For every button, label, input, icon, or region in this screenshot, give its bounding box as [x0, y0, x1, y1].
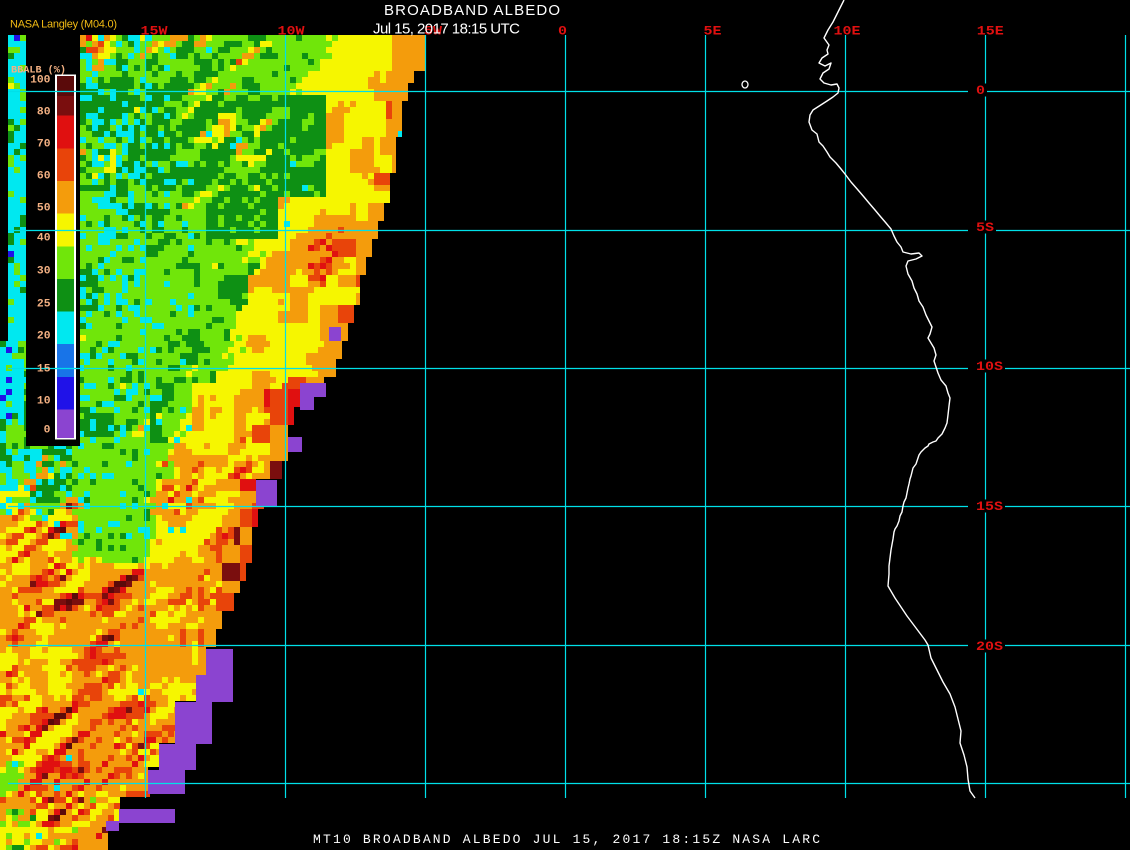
svg-text:20S: 20S [976, 639, 1003, 654]
svg-text:BBALB (%): BBALB (%) [11, 65, 66, 77]
svg-text:20: 20 [37, 331, 51, 343]
svg-text:5W: 5W [424, 24, 442, 39]
svg-text:30: 30 [37, 266, 51, 278]
svg-text:15E: 15E [977, 24, 1004, 39]
svg-text:10W: 10W [278, 24, 305, 39]
svg-text:80: 80 [37, 107, 51, 119]
svg-text:Jul 15, 2017 18:15 UTC: Jul 15, 2017 18:15 UTC [373, 21, 520, 38]
svg-text:15: 15 [37, 363, 51, 375]
svg-text:NASA Langley (M04.0): NASA Langley (M04.0) [10, 19, 117, 31]
svg-text:5E: 5E [704, 24, 722, 39]
svg-text:15W: 15W [141, 24, 168, 39]
svg-text:40: 40 [37, 233, 51, 245]
svg-text:0: 0 [558, 24, 567, 39]
svg-text:70: 70 [37, 139, 51, 151]
svg-text:BROADBAND ALBEDO: BROADBAND ALBEDO [384, 2, 560, 19]
svg-text:15S: 15S [976, 499, 1003, 514]
svg-text:25: 25 [37, 299, 51, 311]
svg-text:60: 60 [37, 171, 51, 183]
svg-text:MT10 BROADBAND ALBEDO JUL 1: MT10 BROADBAND ALBEDO JUL 15, 2017 18:15… [313, 832, 820, 847]
svg-text:50: 50 [37, 202, 51, 214]
svg-text:0: 0 [44, 425, 51, 437]
svg-text:5S: 5S [976, 220, 994, 235]
svg-text:10E: 10E [834, 24, 861, 39]
svg-text:100: 100 [30, 75, 50, 87]
svg-text:10S: 10S [976, 359, 1003, 374]
svg-text:10: 10 [37, 396, 51, 408]
svg-text:0: 0 [976, 83, 985, 98]
